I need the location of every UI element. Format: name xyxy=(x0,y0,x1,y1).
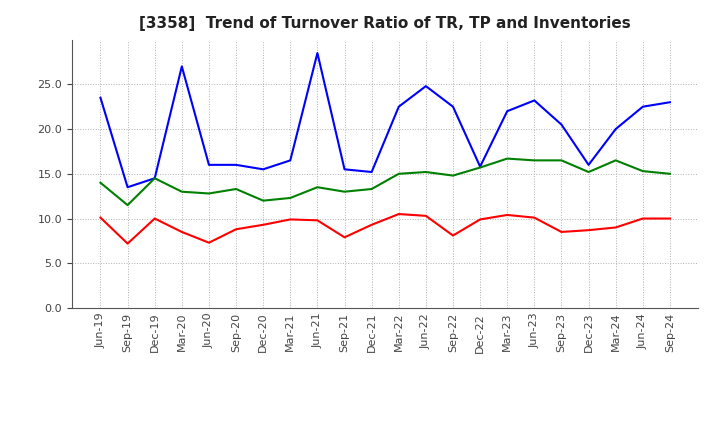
Trade Receivables xyxy=(584,227,593,233)
Trade Payables xyxy=(557,122,566,127)
Trade Payables xyxy=(639,104,647,109)
Line: Trade Payables: Trade Payables xyxy=(101,53,670,187)
Trade Receivables xyxy=(449,233,457,238)
Inventories xyxy=(639,169,647,174)
Inventories xyxy=(96,180,105,185)
Trade Receivables xyxy=(123,241,132,246)
Trade Payables xyxy=(584,162,593,168)
Inventories xyxy=(557,158,566,163)
Trade Payables xyxy=(150,176,159,181)
Inventories xyxy=(232,187,240,192)
Trade Payables xyxy=(204,162,213,168)
Trade Payables xyxy=(476,164,485,169)
Trade Receivables xyxy=(96,215,105,220)
Trade Receivables xyxy=(557,229,566,235)
Trade Receivables xyxy=(476,217,485,222)
Trade Receivables xyxy=(259,222,268,227)
Inventories xyxy=(584,169,593,175)
Inventories xyxy=(259,198,268,203)
Trade Receivables xyxy=(367,222,376,227)
Inventories xyxy=(286,195,294,201)
Trade Receivables xyxy=(150,216,159,221)
Trade Payables xyxy=(421,84,430,89)
Inventories xyxy=(341,189,349,194)
Line: Inventories: Inventories xyxy=(101,158,670,205)
Trade Receivables xyxy=(341,235,349,240)
Trade Payables xyxy=(367,169,376,175)
Inventories xyxy=(313,185,322,190)
Trade Receivables xyxy=(286,217,294,222)
Inventories xyxy=(395,171,403,176)
Trade Payables xyxy=(611,126,620,132)
Trade Payables xyxy=(286,158,294,163)
Trade Payables xyxy=(395,104,403,109)
Inventories xyxy=(503,156,511,161)
Trade Payables xyxy=(178,64,186,69)
Trade Receivables xyxy=(665,216,674,221)
Trade Receivables xyxy=(313,218,322,223)
Trade Payables xyxy=(503,109,511,114)
Inventories xyxy=(449,173,457,178)
Trade Payables xyxy=(123,185,132,190)
Trade Receivables xyxy=(639,216,647,221)
Trade Payables xyxy=(232,162,240,168)
Trade Payables xyxy=(665,99,674,105)
Inventories xyxy=(476,165,485,170)
Line: Trade Receivables: Trade Receivables xyxy=(101,214,670,244)
Trade Receivables xyxy=(503,213,511,218)
Inventories xyxy=(421,169,430,175)
Trade Payables xyxy=(341,167,349,172)
Trade Receivables xyxy=(178,229,186,235)
Trade Receivables xyxy=(395,211,403,216)
Inventories xyxy=(123,202,132,208)
Inventories xyxy=(530,158,539,163)
Trade Receivables xyxy=(232,227,240,232)
Trade Receivables xyxy=(530,215,539,220)
Inventories xyxy=(665,171,674,176)
Inventories xyxy=(150,176,159,181)
Trade Payables xyxy=(313,50,322,55)
Trade Receivables xyxy=(421,213,430,219)
Trade Payables xyxy=(259,167,268,172)
Trade Payables xyxy=(96,95,105,100)
Inventories xyxy=(178,189,186,194)
Trade Payables xyxy=(449,104,457,109)
Title: [3358]  Trend of Turnover Ratio of TR, TP and Inventories: [3358] Trend of Turnover Ratio of TR, TP… xyxy=(140,16,631,32)
Trade Receivables xyxy=(611,225,620,230)
Inventories xyxy=(204,191,213,196)
Inventories xyxy=(611,158,620,163)
Trade Receivables xyxy=(204,240,213,246)
Inventories xyxy=(367,187,376,192)
Trade Payables xyxy=(530,98,539,103)
